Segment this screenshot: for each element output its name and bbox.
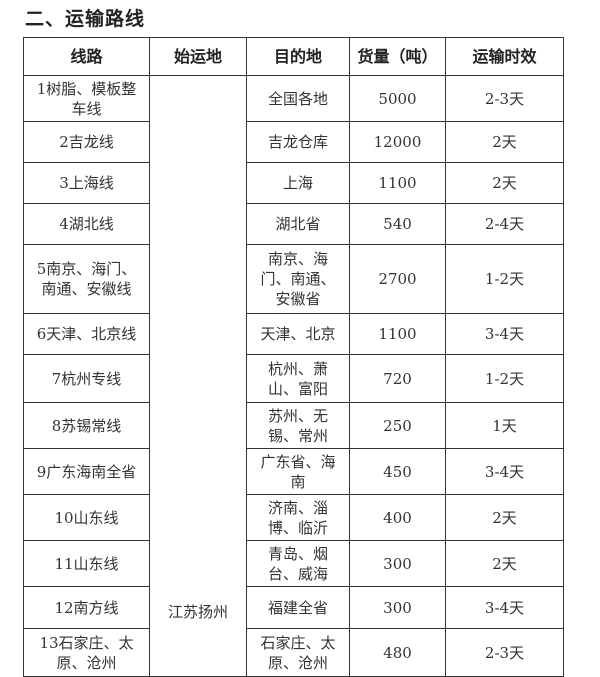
time-cell: 2天 [445,121,564,163]
volume-cell: 1100 [349,313,446,355]
time-cell: 3-4天 [445,586,564,629]
route-cell: 12南方线 [23,586,150,629]
volume-cell: 540 [349,203,446,245]
route-text: 1树脂、模板整车线 [36,79,137,118]
route-cell: 3上海线 [23,162,150,204]
destination-cell: 天津、北京 [246,313,350,355]
volume-cell: 1100 [349,162,446,204]
destination-cell: 石家庄、太原、沧州 [246,628,350,677]
route-cell: 2吉龙线 [23,121,150,163]
time-cell: 2-4天 [445,203,564,245]
route-cell: 8苏锡常线 [23,402,150,449]
table-header-row: 线路 始运地 目的地 货量（吨） 运输时效 [23,37,564,76]
destination-cell: 福建全省 [246,586,350,629]
time-cell: 1-2天 [445,354,564,403]
route-cell: 10山东线 [23,494,150,541]
destination-cell: 杭州、萧山、富阳 [246,354,350,403]
table-row: 3上海线 上海 1100 2天 [23,162,564,204]
destination-cell: 全国各地 [246,75,350,122]
table-row: 10山东线 济南、淄博、临沂 400 2天 [23,494,564,541]
table-row: 13石家庄、太原、沧州 石家庄、太原、沧州 480 2-3天 [23,628,564,677]
volume-cell: 2700 [349,244,446,314]
volume-cell: 300 [349,540,446,587]
volume-cell: 720 [349,354,446,403]
table-row: 4湖北线 湖北省 540 2-4天 [23,203,564,245]
volume-cell: 480 [349,628,446,677]
origin-cell: 江苏扬州 [149,75,247,677]
time-cell: 2-3天 [445,628,564,677]
route-cell: 1树脂、模板整车线 [23,75,150,122]
header-route: 线路 [23,37,150,76]
header-time: 运输时效 [445,37,564,76]
destination-cell: 苏州、无锡、常州 [246,402,350,449]
time-cell: 2天 [445,494,564,541]
time-cell: 2天 [445,540,564,587]
volume-cell: 450 [349,448,446,495]
destination-cell: 南京、海门、南通、安徽省 [246,244,350,314]
table-row: 9广东海南全省 广东省、海南 450 3-4天 [23,448,564,495]
route-cell: 13石家庄、太原、沧州 [23,628,150,677]
header-volume: 货量（吨） [349,37,446,76]
volume-cell: 300 [349,586,446,629]
table-row: 7杭州专线 杭州、萧山、富阳 720 1-2天 [23,354,564,403]
time-cell: 1天 [445,402,564,449]
route-cell: 4湖北线 [23,203,150,245]
time-cell: 2天 [445,162,564,204]
volume-cell: 250 [349,402,446,449]
destination-cell: 上海 [246,162,350,204]
table-row: 2吉龙线 吉龙仓库 12000 2天 [23,121,564,163]
destination-cell: 湖北省 [246,203,350,245]
time-cell: 1-2天 [445,244,564,314]
time-cell: 2-3天 [445,75,564,122]
route-cell: 9广东海南全省 [23,448,150,495]
route-cell: 5南京、海门、南通、安徽线 [23,244,150,314]
destination-cell: 吉龙仓库 [246,121,350,163]
volume-cell: 12000 [349,121,446,163]
table-row: 6天津、北京线 天津、北京 1100 3-4天 [23,313,564,355]
time-cell: 3-4天 [445,313,564,355]
table-row: 12南方线 福建全省 300 3-4天 [23,586,564,629]
table-row: 8苏锡常线 苏州、无锡、常州 250 1天 [23,402,564,449]
header-destination: 目的地 [246,37,350,76]
destination-cell: 济南、淄博、临沂 [246,494,350,541]
header-origin: 始运地 [149,37,247,76]
destination-cell: 广东省、海南 [246,448,350,495]
table-row: 5南京、海门、南通、安徽线 南京、海门、南通、安徽省 2700 1-2天 [23,244,564,314]
routes-table: 线路 始运地 目的地 货量（吨） 运输时效 1树脂、模板整车线 江苏扬州 全国各… [23,37,564,677]
volume-cell: 400 [349,494,446,541]
destination-cell: 青岛、烟台、威海 [246,540,350,587]
route-cell: 6天津、北京线 [23,313,150,355]
volume-cell: 5000 [349,75,446,122]
route-cell: 7杭州专线 [23,354,150,403]
time-cell: 3-4天 [445,448,564,495]
section-title: 二、运输路线 [25,8,146,30]
table-row: 11山东线 青岛、烟台、威海 300 2天 [23,540,564,587]
table-row: 1树脂、模板整车线 江苏扬州 全国各地 5000 2-3天 [23,75,564,677]
route-cell: 11山东线 [23,540,150,587]
